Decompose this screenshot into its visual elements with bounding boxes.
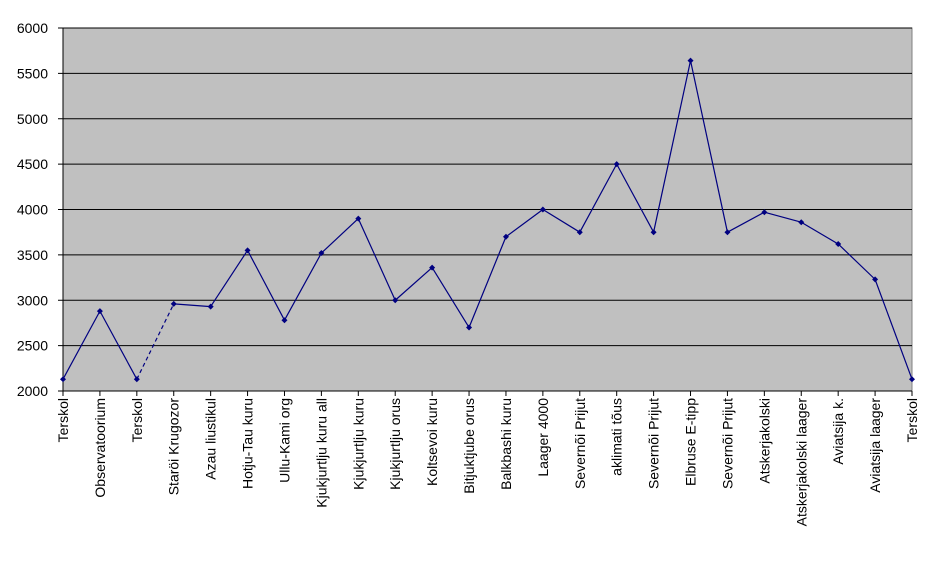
y-tick-label: 3500: [17, 247, 48, 263]
point: [133, 376, 140, 383]
line-segment: [99, 310, 138, 380]
x-tick-label: Elbruse E-tipp: [683, 398, 699, 486]
x-tick-label: Aviatsija laager: [867, 398, 883, 493]
point: [576, 229, 583, 236]
line-segment: [431, 267, 470, 328]
point: [909, 376, 915, 383]
y-tick-label: 4500: [17, 156, 48, 172]
point: [798, 219, 805, 226]
point: [613, 161, 620, 168]
point: [724, 229, 731, 236]
point: [244, 247, 251, 254]
line-segment: [727, 211, 765, 233]
y-tick-label: 3000: [17, 292, 48, 308]
x-tick-label: Kjukjurtlju orus: [387, 398, 403, 490]
point: [318, 250, 325, 257]
point: [392, 297, 399, 304]
line-segment: [357, 218, 396, 301]
point: [502, 233, 509, 240]
line-segment: [616, 163, 655, 233]
line-segment: [837, 243, 876, 280]
x-tick-label: Staröi Krugozor: [166, 398, 182, 496]
point: [466, 324, 473, 331]
x-tick-label: Terskol: [904, 398, 920, 442]
x-tick-label: Terskol: [129, 398, 145, 442]
x-tick-label: Balkbashi kuru: [498, 398, 514, 490]
x-tick-label: Observatoorium: [92, 398, 108, 498]
line-segment: [283, 252, 322, 321]
x-tick-label: Azau liustikul: [203, 398, 219, 480]
point: [207, 303, 214, 310]
point: [429, 264, 436, 271]
line-segment: [764, 211, 802, 223]
line-segment: [653, 60, 692, 233]
x-tick-label: Ullu-Kami org: [276, 398, 292, 483]
x-tick-label: Hotju-Tau kuru: [240, 398, 256, 489]
point: [355, 215, 362, 222]
y-tick-label: 6000: [17, 20, 48, 36]
x-tick-label: aklimati tõus: [609, 398, 625, 476]
line-segment: [62, 310, 101, 380]
point: [650, 229, 657, 236]
x-tick-label: Aviatsija k.: [830, 398, 846, 465]
x-tick-label: Laager 4000: [535, 398, 551, 477]
x-tick-label: Severnõi Prijut: [572, 398, 588, 489]
x-tick-label: Koltsevoi kuru: [424, 398, 440, 486]
y-tick-label: 5500: [17, 65, 48, 81]
point: [539, 206, 546, 213]
x-tick-label: Bitjuktjube orus: [461, 398, 477, 494]
line-segment: [247, 250, 286, 321]
point: [872, 276, 879, 283]
y-tick-label: 4000: [17, 202, 48, 218]
point: [281, 317, 288, 324]
point: [60, 376, 66, 383]
point: [96, 308, 103, 315]
line-segment: [800, 221, 839, 245]
line-segment: [210, 250, 249, 307]
x-tick-label: Atskerjakolski: [756, 398, 772, 484]
line-segment: [173, 303, 211, 308]
x-tick-label: Kjukjurtlju kuru: [350, 398, 366, 490]
x-tick-label: Severnõi Prijut: [719, 398, 735, 489]
y-tick-label: 2500: [17, 338, 48, 354]
line-segment: [394, 267, 433, 301]
point: [170, 300, 177, 307]
y-tick-label: 2000: [17, 383, 48, 399]
x-tick-label: Severnõi Prijut: [646, 398, 662, 489]
point: [835, 240, 842, 247]
line-segment: [542, 208, 581, 233]
line-segment: [689, 60, 729, 233]
line-segment: [468, 236, 507, 328]
x-tick-label: Kjukjurtlju kuru all: [313, 398, 329, 508]
x-tick-label: Atskerjakolski laager: [793, 398, 809, 527]
point: [761, 209, 768, 216]
line-segment: [579, 163, 618, 233]
point: [687, 57, 694, 64]
x-tick-label: Terskol: [55, 398, 71, 442]
y-tick-label: 5000: [17, 111, 48, 127]
line-segment: [874, 279, 913, 380]
line-segment: [505, 209, 544, 238]
line-segment: [320, 218, 359, 254]
